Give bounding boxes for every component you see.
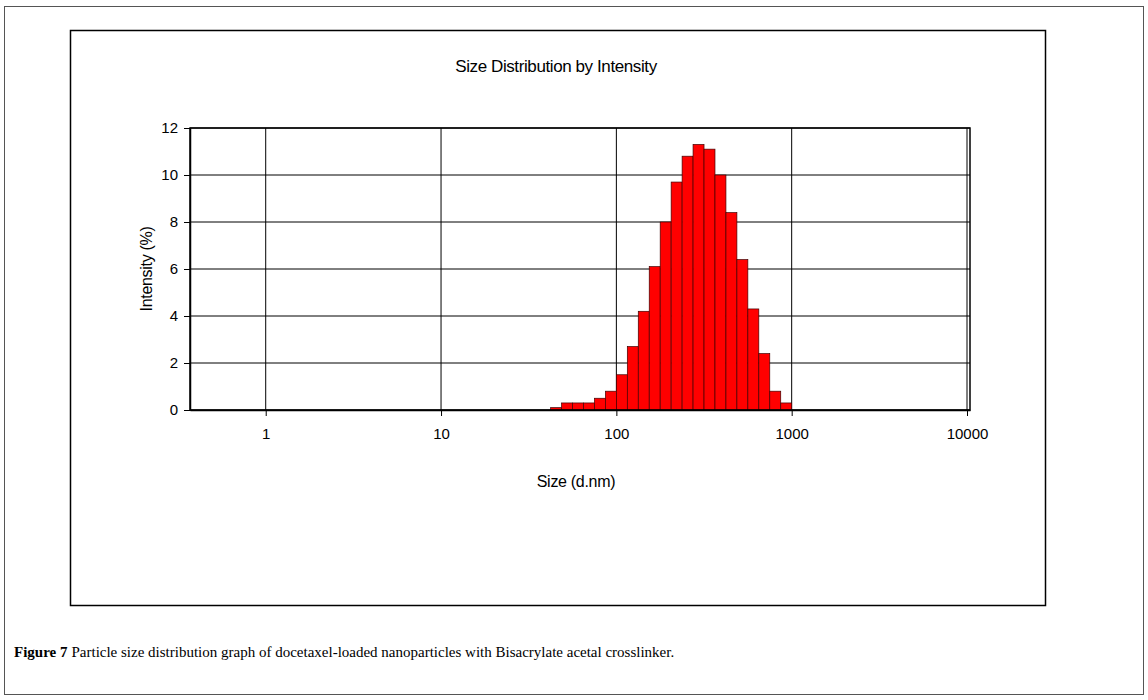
x-tick-label: 1000 (775, 425, 808, 442)
y-grid-line (190, 269, 970, 270)
y-tick: 2 (170, 354, 190, 371)
bar (671, 182, 682, 410)
x-tick: 100 (604, 410, 629, 442)
y-tick-label: 12 (161, 119, 178, 136)
y-tick: 12 (161, 119, 190, 136)
y-axis-title: Intensity (%) (138, 226, 155, 311)
x-tick: 10000 (947, 410, 989, 442)
y-axis: 0 2 4 6 8 10 12 (161, 119, 190, 418)
x-tick: 1000 (775, 410, 808, 442)
x-tick-label: 100 (604, 425, 629, 442)
y-tick-label: 0 (170, 401, 178, 418)
figure-border (5, 7, 1144, 695)
x-tick-label: 1 (262, 425, 270, 442)
y-tick: 10 (161, 166, 190, 183)
y-grid-line (190, 222, 970, 223)
bar (759, 354, 770, 410)
x-tick: 10 (433, 410, 450, 442)
bar (649, 267, 660, 410)
chart-title: Size Distribution by Intensity (455, 57, 657, 76)
bar (660, 222, 671, 410)
bar (627, 347, 638, 410)
bar (781, 403, 792, 410)
y-tick: 4 (170, 307, 190, 324)
x-tick-mark (266, 410, 267, 416)
x-tick: 1 (262, 410, 270, 442)
bar (616, 375, 627, 410)
x-axis-title: Size (d.nm) (537, 473, 616, 490)
bar (715, 175, 726, 410)
bar (770, 391, 781, 410)
y-tick-mark (184, 269, 190, 270)
x-tick-label: 10000 (947, 425, 989, 442)
grid (190, 128, 970, 410)
bars (551, 144, 792, 410)
y-tick-mark (184, 410, 190, 411)
y-tick-mark (184, 316, 190, 317)
y-tick-label: 2 (170, 354, 178, 371)
x-tick-label: 10 (433, 425, 450, 442)
x-tick-mark (967, 410, 968, 416)
y-tick-label: 4 (170, 307, 178, 324)
y-tick-mark (184, 222, 190, 223)
y-tick-label: 10 (161, 166, 178, 183)
caption-label: Figure 7 (14, 644, 68, 660)
bar (562, 403, 573, 410)
bar (682, 156, 693, 410)
bar (594, 398, 605, 410)
y-grid-line (190, 363, 970, 364)
bar (726, 213, 737, 410)
y-grid-line (190, 316, 970, 317)
x-axis-line (191, 410, 971, 412)
x-tick-mark (792, 410, 793, 416)
bar (583, 403, 594, 410)
bar (704, 149, 715, 410)
bar (737, 260, 748, 410)
y-tick: 8 (170, 213, 190, 230)
plot-frame (190, 128, 970, 410)
bar (573, 403, 584, 410)
y-tick-mark (184, 363, 190, 364)
bar (693, 144, 704, 410)
bar (748, 309, 759, 410)
y-tick-mark (184, 175, 190, 176)
caption: Figure 7Particle size distribution graph… (14, 644, 674, 660)
bar (638, 311, 649, 410)
bar (605, 391, 616, 410)
y-tick-mark (184, 128, 190, 129)
y-tick-label: 6 (170, 260, 178, 277)
chart-box (71, 31, 1046, 606)
x-tick-mark (441, 410, 442, 416)
x-tick-mark (616, 410, 617, 416)
y-grid-line (190, 175, 970, 176)
figure: 1 10 100 1000 10000 0 2 4 6 8 10 12 Size Distributio… (0, 0, 1148, 700)
y-tick: 6 (170, 260, 190, 277)
y-tick: 0 (170, 401, 190, 418)
x-axis: 1 10 100 1000 10000 (191, 410, 989, 442)
caption-text: Particle size distribution graph of doce… (71, 644, 674, 660)
y-tick-label: 8 (170, 213, 178, 230)
